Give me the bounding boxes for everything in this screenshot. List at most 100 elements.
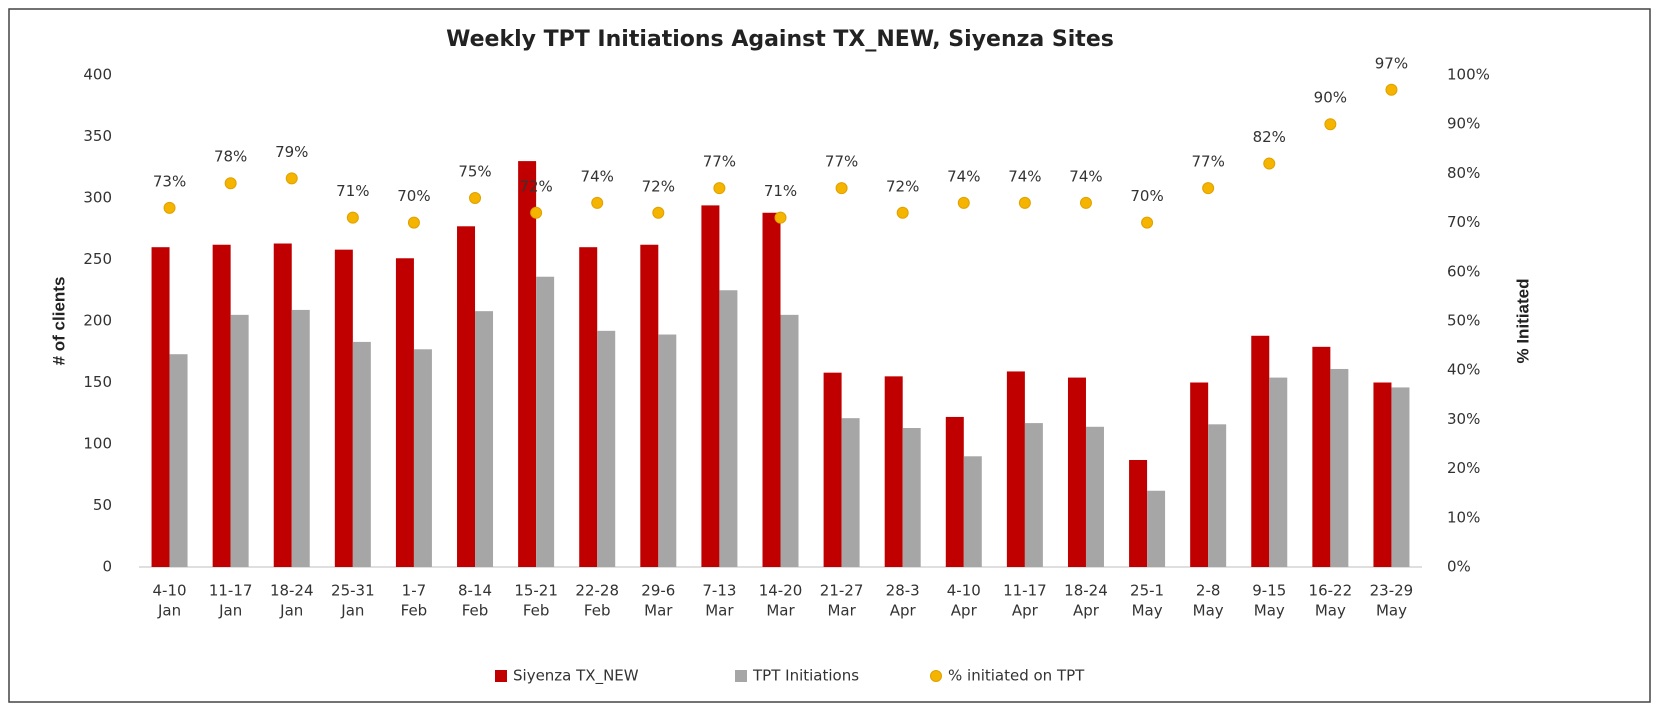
data-label: 90% — [1314, 89, 1347, 107]
bar — [1024, 423, 1043, 567]
y2-axis-title: % Initiated — [1513, 278, 1532, 363]
point — [346, 211, 359, 224]
legend-swatch — [930, 670, 942, 682]
y-tick-label: 350 — [83, 127, 112, 145]
bar — [1251, 335, 1270, 567]
x-tick-label: 7-13 — [702, 582, 736, 600]
bar — [457, 226, 476, 568]
x-tick-label: 11-17 — [209, 582, 253, 600]
point — [530, 206, 543, 219]
point — [163, 201, 176, 214]
y2-tick-label: 80% — [1447, 164, 1480, 182]
y2-tick-label: 60% — [1447, 262, 1480, 280]
bar — [518, 161, 537, 567]
x-tick-label: 1-7 — [402, 582, 427, 600]
legend-label: Siyenza TX_NEW — [513, 667, 639, 686]
bar — [884, 376, 903, 567]
x-tick-label: 25-1 — [1130, 582, 1164, 600]
x-tick-label: Apr — [951, 602, 978, 620]
data-label: 74% — [1008, 167, 1041, 185]
point — [1079, 196, 1092, 209]
bar — [334, 249, 353, 567]
x-tick-label: 8-14 — [458, 582, 492, 600]
y-axis-title: # of clients — [49, 277, 68, 366]
bar — [597, 330, 616, 567]
data-label: 70% — [397, 187, 430, 205]
bar — [658, 334, 677, 567]
y-tick-label: 250 — [83, 250, 112, 268]
y-tick-label: 150 — [83, 373, 112, 391]
bar — [579, 247, 598, 567]
bar — [536, 276, 555, 567]
x-tick-label: May — [1376, 602, 1407, 620]
bar — [823, 372, 842, 567]
x-tick-label: 22-28 — [575, 582, 619, 600]
data-label: 77% — [825, 153, 858, 171]
point — [591, 196, 604, 209]
data-label: 72% — [519, 177, 552, 195]
data-label: 71% — [336, 182, 369, 200]
point — [1385, 83, 1398, 96]
bar — [945, 416, 964, 567]
y-tick-label: 100 — [83, 435, 112, 453]
point — [896, 206, 909, 219]
data-label: 82% — [1253, 128, 1286, 146]
bar — [230, 314, 249, 567]
y2-tick-label: 40% — [1447, 361, 1480, 379]
y2-tick-label: 90% — [1447, 115, 1480, 133]
x-tick-label: Jan — [279, 602, 303, 620]
bar — [169, 354, 188, 567]
point — [1141, 216, 1154, 229]
data-label: 74% — [1069, 167, 1102, 185]
data-label: 70% — [1130, 187, 1163, 205]
data-label: 77% — [1191, 153, 1224, 171]
data-label: 72% — [886, 177, 919, 195]
x-tick-label: 16-22 — [1309, 582, 1353, 600]
legend-swatch — [735, 670, 747, 682]
x-tick-label: 28-3 — [886, 582, 920, 600]
bar — [1190, 382, 1209, 567]
bar — [902, 428, 921, 567]
bar — [1085, 426, 1104, 567]
y-tick-label: 200 — [83, 312, 112, 330]
point — [713, 182, 726, 195]
point — [1018, 196, 1031, 209]
x-tick-label: 14-20 — [759, 582, 803, 600]
point — [407, 216, 420, 229]
bar — [1006, 371, 1025, 567]
y2-tick-label: 30% — [1447, 410, 1480, 428]
point — [1324, 118, 1337, 131]
point — [1202, 182, 1215, 195]
bar — [1391, 387, 1410, 567]
x-tick-label: Apr — [890, 602, 917, 620]
data-label: 73% — [153, 172, 186, 190]
bar — [1330, 368, 1349, 567]
x-tick-label: 21-27 — [820, 582, 864, 600]
bar — [273, 243, 292, 567]
bar — [1312, 346, 1331, 567]
bar — [1373, 382, 1392, 567]
point — [652, 206, 665, 219]
y-tick-label: 50 — [93, 496, 112, 514]
x-tick-label: May — [1132, 602, 1163, 620]
data-label: 72% — [642, 177, 675, 195]
y2-tick-label: 20% — [1447, 459, 1480, 477]
x-tick-label: Jan — [340, 602, 364, 620]
y-tick-label: 0 — [102, 558, 112, 576]
x-tick-label: Feb — [523, 602, 550, 620]
x-tick-label: Mar — [644, 602, 673, 620]
x-tick-label: Apr — [1073, 602, 1100, 620]
bar — [701, 205, 720, 567]
point — [285, 172, 298, 185]
point — [957, 196, 970, 209]
x-tick-label: 4-10 — [153, 582, 187, 600]
legend-label: % initiated on TPT — [948, 667, 1085, 685]
x-tick-label: Apr — [1012, 602, 1039, 620]
bar — [352, 341, 371, 567]
bar — [151, 247, 170, 567]
legend-label: TPT Initiations — [752, 667, 859, 685]
bar — [780, 314, 799, 567]
bar — [1269, 377, 1288, 567]
data-label: 77% — [703, 153, 736, 171]
x-tick-label: May — [1193, 602, 1224, 620]
